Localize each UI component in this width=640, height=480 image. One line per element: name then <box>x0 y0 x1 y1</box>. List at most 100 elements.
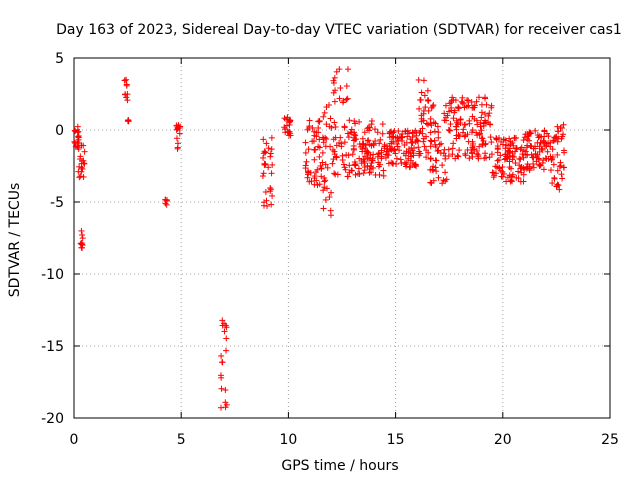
data-point <box>263 140 270 147</box>
data-point <box>497 152 504 159</box>
data-point <box>461 121 468 128</box>
data-point <box>408 139 415 146</box>
data-point <box>376 140 383 147</box>
data-point <box>480 122 487 129</box>
data-point <box>469 138 476 145</box>
data-point <box>343 83 350 90</box>
data-point <box>361 160 368 167</box>
data-point <box>558 171 565 178</box>
data-point <box>79 244 86 251</box>
data-point <box>475 94 482 101</box>
data-point <box>495 156 502 163</box>
data-point <box>559 175 566 182</box>
data-point <box>337 134 344 141</box>
data-point <box>331 119 338 126</box>
data-point <box>434 148 441 155</box>
data-point <box>332 171 339 178</box>
data-point <box>287 117 294 124</box>
data-point <box>302 165 309 172</box>
data-point <box>557 125 564 132</box>
data-point <box>516 155 523 162</box>
data-point <box>372 171 379 178</box>
data-point <box>262 189 269 196</box>
data-point <box>268 146 275 153</box>
data-point <box>494 157 501 164</box>
data-point <box>321 109 328 116</box>
data-point <box>316 181 323 188</box>
data-point <box>75 146 82 153</box>
data-point <box>336 95 343 102</box>
data-point <box>346 162 353 169</box>
data-point <box>422 104 429 111</box>
data-point <box>499 173 506 180</box>
data-point <box>303 158 310 165</box>
data-point <box>361 145 368 152</box>
data-point <box>481 111 488 118</box>
data-point <box>551 137 558 144</box>
data-point <box>394 140 401 147</box>
data-point <box>423 147 430 154</box>
data-point <box>442 102 449 109</box>
data-point <box>508 165 515 172</box>
data-point <box>324 164 331 171</box>
data-point <box>435 174 442 181</box>
data-point <box>319 159 326 166</box>
data-point <box>427 155 434 162</box>
data-point <box>222 322 229 329</box>
data-point <box>174 145 181 152</box>
data-point <box>502 137 509 144</box>
data-point <box>488 139 495 146</box>
data-point <box>520 154 527 161</box>
data-point <box>455 131 462 138</box>
data-point <box>311 146 318 153</box>
data-point <box>561 164 568 171</box>
data-point <box>455 153 462 160</box>
data-point <box>488 102 495 109</box>
data-point <box>522 131 529 138</box>
data-point <box>369 157 376 164</box>
data-point <box>549 146 556 153</box>
data-point <box>515 175 522 182</box>
y-tick-label: 0 <box>55 123 64 139</box>
data-point <box>511 135 518 142</box>
data-point <box>490 169 497 176</box>
data-point <box>500 141 507 148</box>
data-point <box>341 139 348 146</box>
data-point <box>361 167 368 174</box>
data-point <box>543 142 550 149</box>
data-point <box>507 138 514 145</box>
data-point <box>322 134 329 141</box>
x-tick-label: 20 <box>494 432 512 448</box>
data-point <box>478 114 485 121</box>
data-point <box>420 138 427 145</box>
x-tick-label: 10 <box>279 432 297 448</box>
data-point <box>543 130 550 137</box>
data-point <box>313 169 320 176</box>
data-point <box>326 194 333 201</box>
data-point <box>409 160 416 167</box>
data-point <box>268 134 275 141</box>
data-point <box>260 170 267 177</box>
data-point <box>435 129 442 136</box>
data-point <box>506 158 513 165</box>
data-point <box>539 159 546 166</box>
data-point <box>77 173 84 180</box>
data-point <box>474 150 481 157</box>
data-point <box>439 162 446 169</box>
data-point <box>365 149 372 156</box>
data-point <box>412 161 419 168</box>
data-point <box>337 85 344 92</box>
data-point <box>342 166 349 173</box>
data-point <box>486 154 493 161</box>
data-point <box>393 155 400 162</box>
data-point <box>320 139 327 146</box>
data-point <box>444 112 451 119</box>
data-point <box>524 161 531 168</box>
data-point <box>551 174 558 181</box>
data-point <box>125 116 132 123</box>
data-point <box>416 105 423 112</box>
data-point <box>323 135 330 142</box>
data-point <box>441 117 448 124</box>
data-point <box>420 110 427 117</box>
data-point <box>462 150 469 157</box>
